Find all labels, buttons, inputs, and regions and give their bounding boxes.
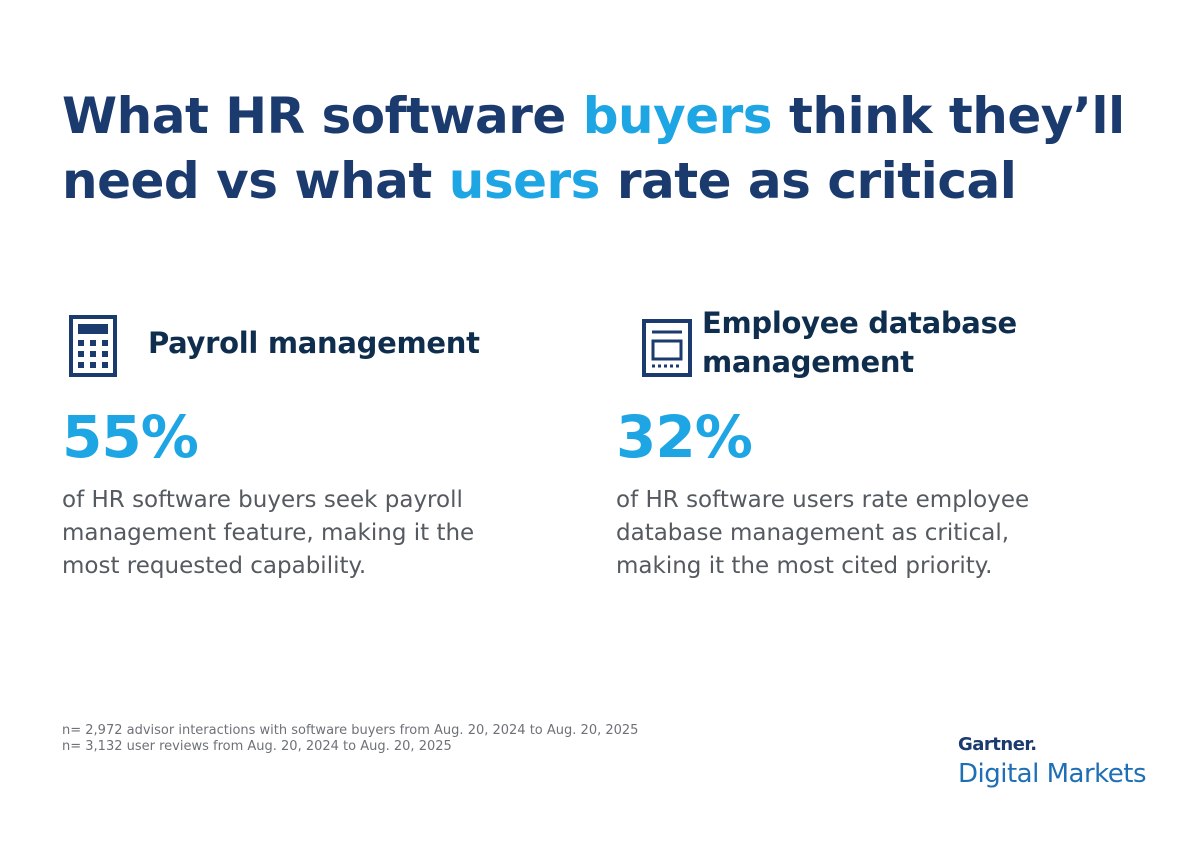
footnote: n= 3,132 user reviews from Aug. 20, 2024… [62,739,452,754]
stat-value: 32% [616,403,753,471]
title: What HR software buyers think they’ll ne… [62,84,1125,214]
footnote: n= 2,972 advisor interactions with softw… [62,723,639,738]
stat-description: of HR software users rate employee datab… [616,487,1030,579]
stat-value: 55% [62,403,199,471]
logo: Gartner. Digital Markets [958,734,1147,792]
logo-brand: Gartner. [958,734,1037,755]
stat-heading: Employee database management [702,306,1017,379]
title-text: What HR software [62,87,583,145]
title-highlight: buyers [582,87,773,145]
title-text: think they’ll [772,87,1125,145]
footnotes: n= 2,972 advisor interactions with softw… [62,723,638,755]
title-highlight: users [448,152,601,210]
title-text: need vs what [62,152,449,210]
stat-heading: Payroll management [148,326,480,360]
logo-product: Digital Markets [958,759,1147,789]
stat-description: of HR software buyers seek payroll manag… [62,487,475,579]
title-text: rate as critical [599,152,1017,210]
document-icon [642,319,692,377]
calculator-icon [69,315,117,377]
